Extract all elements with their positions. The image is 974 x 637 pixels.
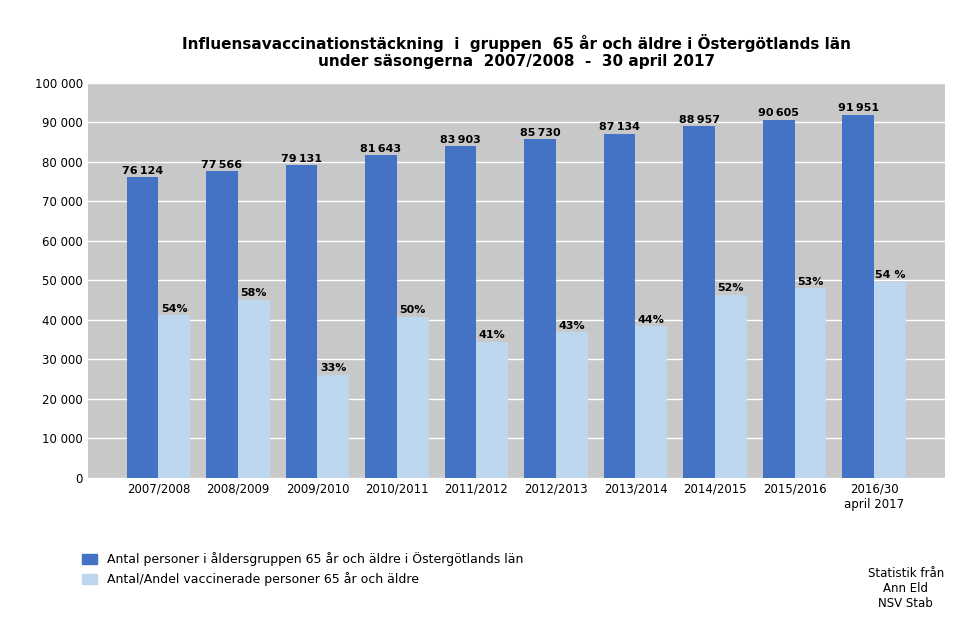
Text: 81 643: 81 643	[360, 144, 401, 154]
Bar	[127, 177, 159, 478]
Text: 33%: 33%	[320, 363, 347, 373]
Legend: Antal personer i åldersgruppen 65 år och äldre i Östergötlands län, Antal/Andel : Antal personer i åldersgruppen 65 år och…	[77, 547, 528, 591]
Bar	[843, 115, 874, 478]
Text: Statistik från
Ann Eld
NSV Stab: Statistik från Ann Eld NSV Stab	[868, 567, 944, 610]
Text: 87 134: 87 134	[599, 122, 640, 132]
Bar	[318, 375, 350, 478]
Bar	[159, 315, 190, 478]
Text: 44%: 44%	[638, 315, 665, 325]
Bar	[683, 126, 715, 478]
Text: 88 957: 88 957	[679, 115, 720, 125]
Bar	[445, 147, 476, 478]
Bar	[556, 332, 587, 478]
Bar	[476, 342, 508, 478]
Text: 90 605: 90 605	[758, 108, 799, 118]
Text: 58%: 58%	[241, 289, 267, 299]
Text: 50%: 50%	[399, 305, 426, 315]
Text: 54%: 54%	[161, 304, 188, 314]
Text: 85 730: 85 730	[520, 127, 560, 138]
Bar	[365, 155, 397, 478]
Bar	[635, 326, 667, 478]
Bar	[795, 288, 826, 478]
Text: 52%: 52%	[718, 283, 744, 294]
Bar	[604, 134, 635, 478]
Text: 77 566: 77 566	[202, 160, 243, 170]
Bar	[285, 165, 318, 478]
Text: 41%: 41%	[479, 331, 506, 340]
Bar	[874, 282, 906, 478]
Bar	[524, 139, 556, 478]
Bar	[206, 171, 238, 478]
Title: Influensavaccinationstäckning  i  gruppen  65 år och äldre i Östergötlands län
u: Influensavaccinationstäckning i gruppen …	[182, 34, 850, 69]
Text: 91 951: 91 951	[838, 103, 879, 113]
Bar	[715, 295, 747, 478]
Bar	[763, 120, 795, 478]
Text: 76 124: 76 124	[122, 166, 164, 176]
Text: 79 131: 79 131	[281, 154, 322, 164]
Bar	[238, 300, 270, 478]
Text: 83 903: 83 903	[440, 135, 481, 145]
Bar	[397, 317, 429, 478]
Text: 43%: 43%	[558, 320, 585, 331]
Text: 54 %: 54 %	[875, 270, 905, 280]
Text: 53%: 53%	[798, 276, 824, 287]
